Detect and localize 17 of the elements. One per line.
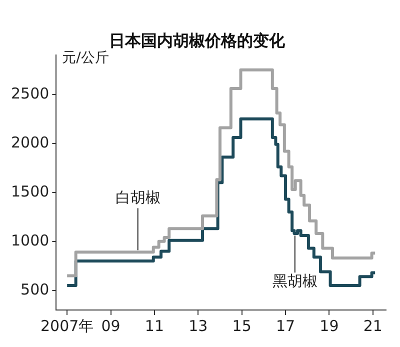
y-tick-label: 1000 <box>10 231 50 250</box>
series-label: 黑胡椒 <box>272 272 318 290</box>
y-tick-label: 1500 <box>10 182 50 200</box>
y-tick-label: 500 <box>20 280 50 298</box>
series-label: 白胡椒 <box>115 188 160 207</box>
x-tick-label: 21 <box>363 316 382 335</box>
y-axis-title: 元/公斤 <box>62 50 109 66</box>
y-tick-label: 2500 <box>10 84 50 102</box>
y-tick-label: 2000 <box>10 133 50 152</box>
chart-title: 日本国内胡椒价格的变化 <box>109 30 286 50</box>
x-tick-label: 17 <box>276 316 296 335</box>
x-tick-label: 13 <box>188 316 208 335</box>
x-tick-label: 09 <box>101 316 120 335</box>
x-tick-label: 2007年 <box>40 316 94 335</box>
x-tick-label: 19 <box>320 316 339 335</box>
x-tick-label: 11 <box>144 316 164 335</box>
x-tick-label: 15 <box>232 316 252 335</box>
